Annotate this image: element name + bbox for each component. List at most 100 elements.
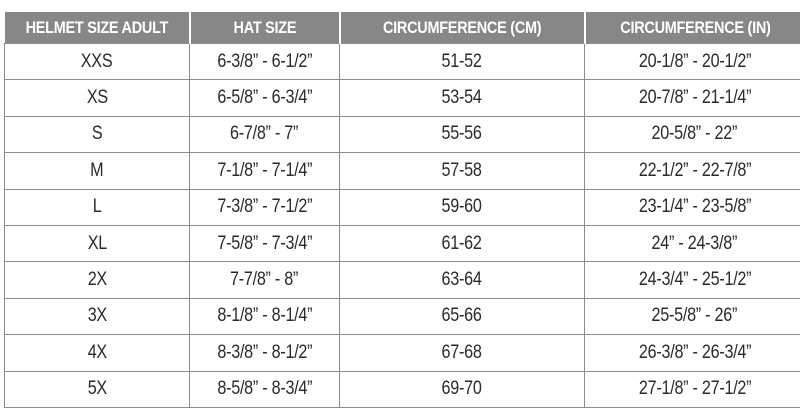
hat-size-cell: 6-3/8” - 6-1/2” <box>190 44 340 80</box>
header-circumference-in: CIRCUMFERENCE (IN) <box>585 12 800 44</box>
hat-size-cell: 7-1/8” - 7-1/4” <box>190 153 340 189</box>
circumference-in-cell: 23-1/4” - 23-5/8” <box>585 189 800 225</box>
cell-text: S <box>92 123 103 145</box>
cell-text: L <box>93 196 102 218</box>
cell-text: 23-1/4” - 23-5/8” <box>639 196 751 218</box>
helmet-size-cell: L <box>5 189 190 225</box>
cell-text: 8-5/8” - 8-3/4” <box>217 378 312 400</box>
table-row: 4X 8-3/8” - 8-1/2” 67-68 26-3/8” - 26-3/4” <box>5 335 800 371</box>
helmet-size-cell: 2X <box>5 262 190 298</box>
circumference-cm-cell: 67-68 <box>340 335 585 371</box>
table-row: M 7-1/8” - 7-1/4” 57-58 22-1/2” - 22-7/8” <box>5 153 800 189</box>
cell-text: 7-1/8” - 7-1/4” <box>217 160 312 182</box>
cell-text: 2X <box>87 269 106 291</box>
header-label: CIRCUMFERENCE (IN) <box>620 18 770 38</box>
cell-text: 59-60 <box>442 196 482 218</box>
circumference-cm-cell: 59-60 <box>340 189 585 225</box>
cell-text: 20-1/8” - 20-1/2” <box>639 51 751 73</box>
cell-text: 3X <box>87 305 106 327</box>
cell-text: XL <box>87 233 106 255</box>
table-row: XS 6-5/8” - 6-3/4” 53-54 20-7/8” - 21-1/4” <box>5 80 800 116</box>
circumference-cm-cell: 69-70 <box>340 371 585 407</box>
cell-text: 6-5/8” - 6-3/4” <box>217 87 312 109</box>
circumference-in-cell: 24-3/4” - 25-1/2” <box>585 262 800 298</box>
table-row: 5X 8-5/8” - 8-3/4” 69-70 27-1/8” - 27-1/2” <box>5 371 800 407</box>
cell-text: 24-3/4” - 25-1/2” <box>639 269 751 291</box>
cell-text: 5X <box>87 378 106 400</box>
cell-text: 61-62 <box>442 233 482 255</box>
cell-text: 67-68 <box>442 342 482 364</box>
cell-text: 27-1/8” - 27-1/2” <box>639 378 751 400</box>
cell-text: 6-3/8” - 6-1/2” <box>217 51 312 73</box>
circumference-cm-cell: 63-64 <box>340 262 585 298</box>
header-circumference-cm: CIRCUMFERENCE (CM) <box>340 12 585 44</box>
circumference-in-cell: 27-1/8” - 27-1/2” <box>585 371 800 407</box>
cell-text: 8-3/8” - 8-1/2” <box>217 342 312 364</box>
hat-size-cell: 6-5/8” - 6-3/4” <box>190 80 340 116</box>
circumference-in-cell: 20-5/8” - 22” <box>585 116 800 152</box>
circumference-cm-cell: 51-52 <box>340 44 585 80</box>
circumference-in-cell: 22-1/2” - 22-7/8” <box>585 153 800 189</box>
circumference-in-cell: 20-7/8” - 21-1/4” <box>585 80 800 116</box>
hat-size-cell: 7-5/8” - 7-3/4” <box>190 225 340 261</box>
cell-text: 24” - 24-3/8” <box>652 233 738 255</box>
cell-text: 26-3/8” - 26-3/4” <box>639 342 751 364</box>
helmet-size-cell: XXS <box>5 44 190 80</box>
cell-text: 69-70 <box>442 378 482 400</box>
hat-size-cell: 8-3/8” - 8-1/2” <box>190 335 340 371</box>
circumference-in-cell: 25-5/8” - 26” <box>585 298 800 334</box>
helmet-size-cell: XS <box>5 80 190 116</box>
helmet-size-cell: M <box>5 153 190 189</box>
cell-text: 57-58 <box>442 160 482 182</box>
circumference-cm-cell: 53-54 <box>340 80 585 116</box>
cell-text: 53-54 <box>442 87 482 109</box>
cell-text: M <box>90 160 103 182</box>
table-row: XL 7-5/8” - 7-3/4” 61-62 24” - 24-3/8” <box>5 225 800 261</box>
helmet-size-cell: XL <box>5 225 190 261</box>
hat-size-cell: 6-7/8” - 7” <box>190 116 340 152</box>
circumference-cm-cell: 57-58 <box>340 153 585 189</box>
cell-text: 6-7/8” - 7” <box>230 123 298 145</box>
circumference-in-cell: 26-3/8” - 26-3/4” <box>585 335 800 371</box>
cell-text: 7-7/8” - 8” <box>230 269 298 291</box>
cell-text: 55-56 <box>442 123 482 145</box>
cell-text: 8-1/8” - 8-1/4” <box>217 305 312 327</box>
helmet-size-cell: 4X <box>5 335 190 371</box>
header-hat-size: HAT SIZE <box>190 12 340 44</box>
helmet-size-cell: 3X <box>5 298 190 334</box>
cell-text: 7-5/8” - 7-3/4” <box>217 233 312 255</box>
hat-size-cell: 8-5/8” - 8-3/4” <box>190 371 340 407</box>
table-row: S 6-7/8” - 7” 55-56 20-5/8” - 22” <box>5 116 800 152</box>
hat-size-cell: 8-1/8” - 8-1/4” <box>190 298 340 334</box>
helmet-size-cell: 5X <box>5 371 190 407</box>
cell-text: 22-1/2” - 22-7/8” <box>639 160 751 182</box>
header-label: CIRCUMFERENCE (CM) <box>383 18 541 38</box>
circumference-cm-cell: 55-56 <box>340 116 585 152</box>
cell-text: 51-52 <box>442 51 482 73</box>
circumference-in-cell: 20-1/8” - 20-1/2” <box>585 44 800 80</box>
cell-text: XS <box>86 87 107 109</box>
header-label: HAT SIZE <box>233 18 296 38</box>
table-row: XXS 6-3/8” - 6-1/2” 51-52 20-1/8” - 20-1/2” <box>5 44 800 80</box>
header-label: HELMET SIZE ADULT <box>25 18 168 38</box>
header-row: HELMET SIZE ADULT HAT SIZE CIRCUMFERENCE… <box>5 12 800 44</box>
helmet-size-cell: S <box>5 116 190 152</box>
cell-text: 25-5/8” - 26” <box>652 305 738 327</box>
helmet-size-chart: HELMET SIZE ADULT HAT SIZE CIRCUMFERENCE… <box>4 12 800 408</box>
table-row: L 7-3/8” - 7-1/2” 59-60 23-1/4” - 23-5/8” <box>5 189 800 225</box>
cell-text: 4X <box>87 342 106 364</box>
cell-text: 7-3/8” - 7-1/2” <box>217 196 312 218</box>
circumference-cm-cell: 61-62 <box>340 225 585 261</box>
cell-text: 20-7/8” - 21-1/4” <box>639 87 751 109</box>
cell-text: 63-64 <box>442 269 482 291</box>
table-row: 2X 7-7/8” - 8” 63-64 24-3/4” - 25-1/2” <box>5 262 800 298</box>
hat-size-cell: 7-7/8” - 8” <box>190 262 340 298</box>
table-row: 3X 8-1/8” - 8-1/4” 65-66 25-5/8” - 26” <box>5 298 800 334</box>
header-helmet-size: HELMET SIZE ADULT <box>5 12 190 44</box>
cell-text: 20-5/8” - 22” <box>652 123 738 145</box>
hat-size-cell: 7-3/8” - 7-1/2” <box>190 189 340 225</box>
cell-text: 65-66 <box>442 305 482 327</box>
circumference-cm-cell: 65-66 <box>340 298 585 334</box>
circumference-in-cell: 24” - 24-3/8” <box>585 225 800 261</box>
cell-text: XXS <box>81 51 113 73</box>
